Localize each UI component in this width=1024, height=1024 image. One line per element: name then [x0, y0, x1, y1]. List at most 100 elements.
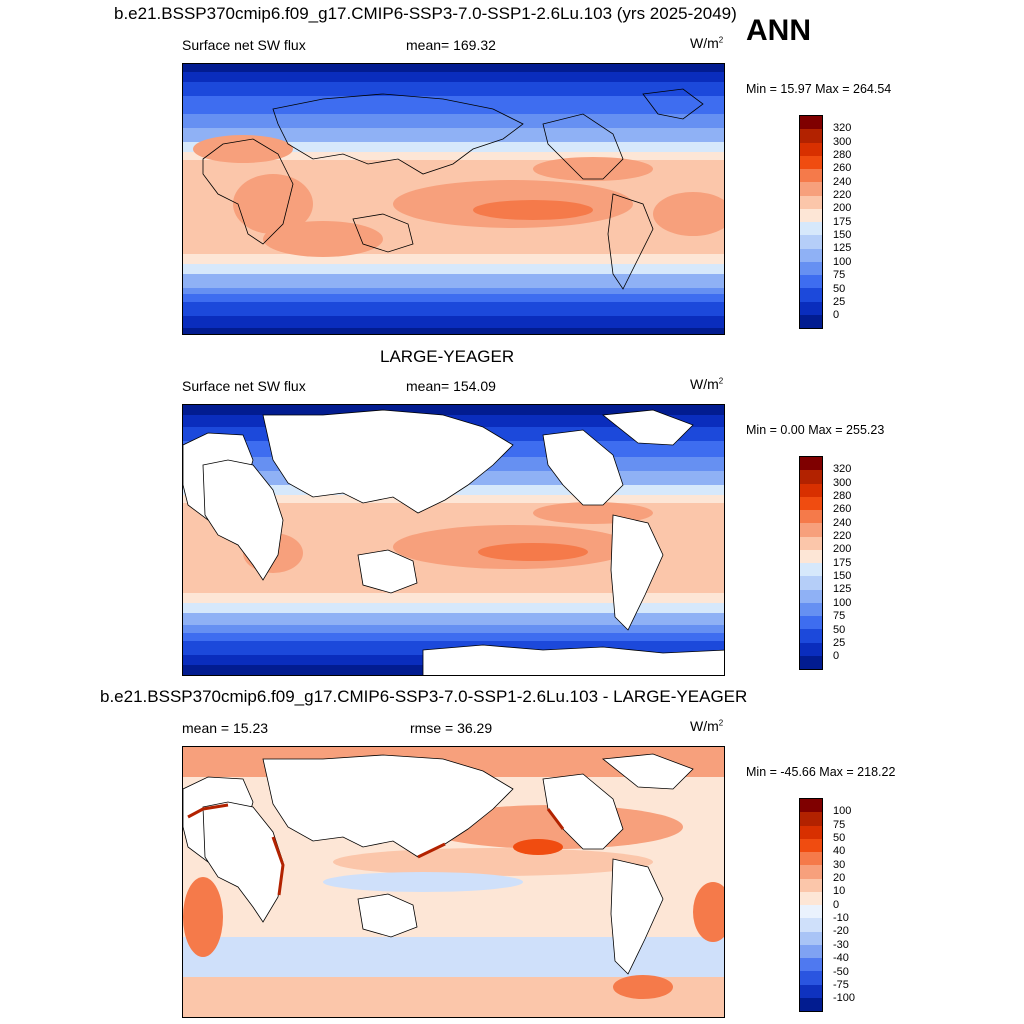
panel1-colorbar-tick: 280	[833, 149, 852, 161]
panel3-colorbar-swatch	[800, 878, 822, 892]
panel3-colorbar-swatch	[800, 958, 822, 972]
panel3-colorbar-tick: 20	[833, 872, 846, 884]
panel3-colorbar-swatch	[800, 984, 822, 998]
panel2-colorbar-tick: 150	[833, 570, 852, 582]
panel2-colorbar-tick: 320	[833, 463, 852, 475]
panel1-colorbar-tick: 175	[833, 216, 852, 228]
panel2-minmax-label: Min = 0.00 Max = 255.23	[746, 423, 885, 437]
panel2-colorbar-swatch	[800, 616, 822, 630]
panel2-colorbar-swatch	[800, 549, 822, 563]
panel2-colorbar-swatch	[800, 536, 822, 550]
panel1-minmax-label: Min = 15.97 Max = 264.54	[746, 82, 892, 96]
panel2-colorbar-tick: 75	[833, 610, 846, 622]
panel2-colorbar-tick: 300	[833, 477, 852, 489]
panel1-colorbar-tick: 200	[833, 202, 852, 214]
panel3-colorbar-swatch	[800, 931, 822, 945]
panel3-colorbar-tick: 100	[833, 805, 852, 817]
panel2-colorbar-tick: 260	[833, 503, 852, 515]
panel1-colorbar-swatch	[800, 275, 822, 289]
panel1-colorbar-tick: 150	[833, 229, 852, 241]
panel1-colorbar-tick: 260	[833, 162, 852, 174]
panel2-colorbar-swatch	[800, 655, 822, 669]
panel1-map-field	[183, 64, 724, 334]
panel2-colorbar-swatch	[800, 642, 822, 656]
panel2-colorbar-swatch	[800, 589, 822, 603]
panel1-colorbar-tick: 0	[833, 309, 840, 321]
panel3-colorbar-tick: 50	[833, 832, 846, 844]
panel1-title: b.e21.BSSP370cmip6.f09_g17.CMIP6-SSP3-7.…	[114, 4, 737, 23]
panel3-colorbar-tick: -10	[833, 912, 849, 924]
panel3-colorbar-swatch	[800, 812, 822, 826]
panel1-colorbar-tick: 100	[833, 256, 852, 268]
panel1-colorbar-tick: 320	[833, 122, 852, 134]
panel3-colorbar-swatch	[800, 825, 822, 839]
panel2-colorbar-swatch	[800, 576, 822, 590]
panel1-colorbar-tick: 25	[833, 296, 846, 308]
panel1-map	[182, 63, 725, 335]
panel1-colorbar-swatch	[800, 222, 822, 236]
panel2-colorbar-swatch	[800, 602, 822, 616]
panel2-colorbar-tick: 220	[833, 530, 852, 542]
panel2-units: W/m2	[690, 376, 724, 392]
panel2-colorbar-swatch	[800, 563, 822, 577]
panel2-colorbar-tick: 240	[833, 517, 852, 529]
panel1-colorbar-swatch	[800, 314, 822, 328]
panel1-colorbar-swatch	[800, 169, 822, 183]
panel3-colorbar-swatch	[800, 838, 822, 852]
panel3-colorbar-tick: -75	[833, 979, 849, 991]
panel3-colorbar-tick: -40	[833, 952, 849, 964]
panel3-colorbar-tick: 0	[833, 899, 840, 911]
panel2-mean-label: mean= 154.09	[406, 378, 496, 394]
panel3-colorbar-tick: 10	[833, 885, 846, 897]
panel2-colorbar-tick: 100	[833, 597, 852, 609]
panel3-colorbar-tick: 75	[833, 819, 846, 831]
panel1-colorbar-swatch	[800, 208, 822, 222]
panel3-colorbar-tick: 40	[833, 845, 846, 857]
panel3-colorbar-swatch	[800, 997, 822, 1011]
panel3-rmse-label: rmse = 36.29	[410, 720, 493, 736]
panel3-map	[182, 746, 725, 1018]
panel2-colorbar-swatch	[800, 523, 822, 537]
panel2-colorbar-tick: 280	[833, 490, 852, 502]
panel1-colorbar-tick: 75	[833, 269, 846, 281]
panel1-colorbar-swatch	[800, 248, 822, 262]
panel2-map-field	[183, 405, 724, 675]
panel2-colorbar-tick: 25	[833, 637, 846, 649]
panel3-colorbar-swatch	[800, 799, 822, 813]
panel2-colorbar-swatch	[800, 510, 822, 524]
panel1-colorbar-swatch	[800, 142, 822, 156]
panel1-colorbar-tick: 50	[833, 283, 846, 295]
panel2-colorbar-tick: 175	[833, 557, 852, 569]
panel1-mean-label: mean= 169.32	[406, 37, 496, 53]
panel1-colorbar-swatch	[800, 301, 822, 315]
panel1-colorbar-swatch	[800, 129, 822, 143]
panel3-colorbar	[799, 798, 823, 1012]
panel3-colorbar-swatch	[800, 944, 822, 958]
panel3-mean-label: mean = 15.23	[182, 720, 269, 736]
panel3-colorbar-tick: -30	[833, 939, 849, 951]
panel1-colorbar-swatch	[800, 261, 822, 275]
panel1-colorbar-swatch	[800, 182, 822, 196]
panel1-colorbar-tick: 220	[833, 189, 852, 201]
panel1-colorbar-tick: 240	[833, 176, 852, 188]
panel3-colorbar-tick: -50	[833, 966, 849, 978]
panel3-colorbar-swatch	[800, 865, 822, 879]
panel3-colorbar-swatch	[800, 905, 822, 919]
panel1-colorbar-swatch	[800, 235, 822, 249]
panel1-colorbar-swatch	[800, 195, 822, 209]
panel1-colorbar-tick: 300	[833, 136, 852, 148]
panel1-colorbar-tick: 125	[833, 242, 852, 254]
panel3-colorbar-tick: -20	[833, 925, 849, 937]
panel1-colorbar	[799, 115, 823, 329]
panel2-variable-label: Surface net SW flux	[182, 378, 306, 394]
panel2-title: LARGE-YEAGER	[380, 347, 515, 366]
panel2-colorbar-swatch	[800, 483, 822, 497]
panel3-minmax-label: Min = -45.66 Max = 218.22	[746, 765, 896, 779]
panel2-colorbar-swatch	[800, 629, 822, 643]
panel2-colorbar-tick: 125	[833, 583, 852, 595]
panel2-colorbar-tick: 50	[833, 624, 846, 636]
panel3-map-field	[183, 747, 724, 1017]
panel2-map	[182, 404, 725, 676]
panel3-colorbar-swatch	[800, 852, 822, 866]
panel1-variable-label: Surface net SW flux	[182, 37, 306, 53]
